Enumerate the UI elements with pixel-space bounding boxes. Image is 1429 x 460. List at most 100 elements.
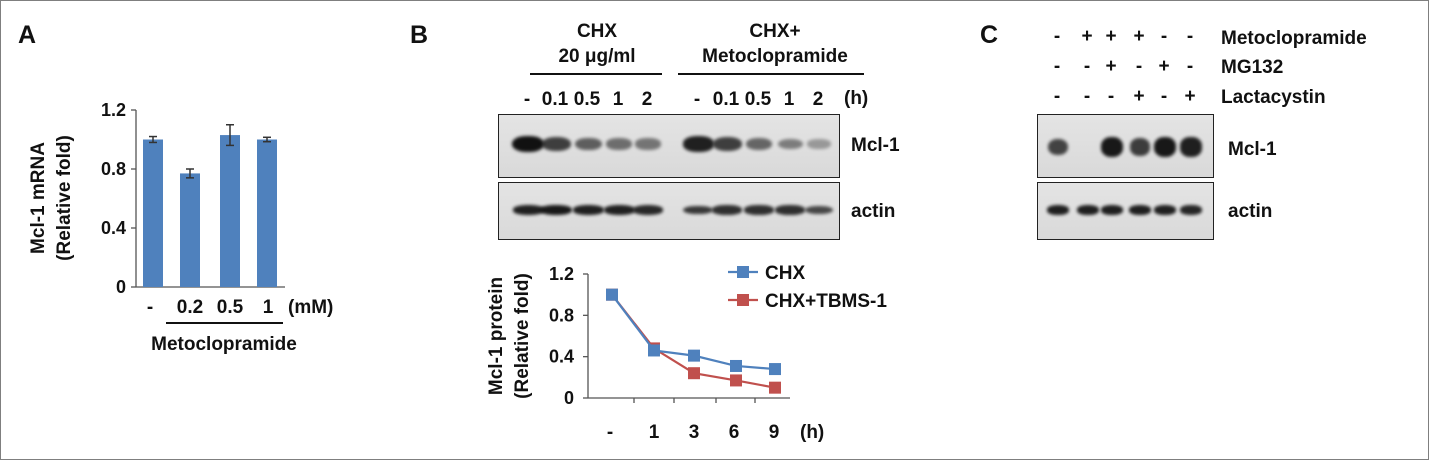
blot-c-sign: + (1105, 26, 1117, 47)
b-legend-marker (737, 266, 749, 278)
blot-c-sign: - (1053, 26, 1061, 47)
blot-c-row-label-mcl1: Mcl-1 (1228, 139, 1277, 160)
blot-c-row-label-mg132: MG132 (1221, 57, 1284, 78)
blot-b-lane-label: 0.1 (712, 89, 740, 110)
blot-c-actin-band (1180, 205, 1202, 215)
blot-b-actin-band (712, 205, 742, 215)
blot-b-group2-underline (678, 73, 864, 75)
b-y-tick-label: 0.8 (549, 305, 574, 325)
b-legend-label: CHX (765, 263, 805, 284)
b-series-marker (769, 381, 781, 394)
blot-b-actin-band (804, 205, 834, 215)
a-unit-label: (mM) (288, 297, 333, 318)
b-y-label-line2: (Relative fold) (512, 273, 533, 399)
blot-b-mcl1-band (777, 138, 803, 150)
blot-c-mcl1-band (1180, 137, 1202, 157)
b-y-tick-label: 0 (564, 388, 574, 408)
b-series-marker (769, 363, 781, 376)
b-x-tick-label: 1 (649, 422, 660, 443)
blot-b-mcl1-band (745, 137, 773, 150)
blot-b-lane-label: - (693, 89, 701, 110)
blot-b-actin-membrane (498, 182, 840, 240)
panel-a-bar-chart: 0 0.4 0.8 1.2 - 0.2 0.5 1 (mM) Metoclopramide Mcl-… (28, 100, 333, 355)
blot-c-actin-band (1154, 205, 1176, 215)
b-unit-label: (h) (800, 422, 824, 443)
a-y-label-line2: (Relative fold) (54, 135, 75, 261)
blot-b-unit: (h) (844, 88, 869, 109)
blot-b-mcl1-band (635, 138, 661, 150)
blot-b-actin-band (632, 205, 664, 215)
a-x-tick-label: 0.2 (177, 297, 203, 318)
blot-b-lane-label: 2 (812, 89, 824, 110)
blot-c-row-label-lactacystin: Lactacystin (1221, 87, 1326, 108)
a-bar (180, 173, 200, 287)
b-series-marker (688, 349, 700, 362)
blot-c-sign: - (1083, 86, 1091, 107)
b-series-marker (648, 344, 660, 357)
blot-c-sign: - (1053, 56, 1061, 77)
a-x-tick-label: 0.5 (217, 297, 244, 318)
blot-b-actin-band (744, 205, 774, 215)
blot-b-actin-band (540, 205, 572, 215)
blot-b-row-label-mcl1: Mcl-1 (851, 135, 900, 156)
b-legend-marker (737, 294, 749, 306)
blot-c-row-label-metoclopramide: Metoclopramide (1221, 28, 1367, 49)
panel-c-letter: C (980, 21, 999, 49)
blot-c-actin-band (1077, 205, 1099, 215)
a-y-label-line1: Mcl-1 mRNA (28, 142, 49, 254)
blot-b-lane-label: 0.5 (744, 89, 772, 110)
blot-c-actin-band (1047, 205, 1069, 215)
blot-b-mcl1-band (541, 137, 571, 151)
a-y-tick-label: 0.8 (101, 159, 126, 179)
blot-c-sign: + (1133, 26, 1145, 47)
panel-a-letter: A (18, 21, 37, 49)
blot-c-sign: + (1105, 56, 1117, 77)
blot-b-group1-line1: CHX (576, 21, 618, 42)
blot-b-mcl1-band (512, 136, 544, 152)
a-y-tick-label: 0 (116, 277, 126, 297)
blot-c-sign: - (1186, 26, 1194, 47)
blot-c-actin-band (1129, 205, 1151, 215)
b-series-marker (730, 374, 742, 387)
blot-c-actin-band (1101, 205, 1123, 215)
a-y-tick-label: 1.2 (101, 100, 126, 120)
b-y-tick-label: 0.4 (549, 347, 574, 367)
b-series-marker (606, 288, 618, 301)
b-x-tick-label: 6 (729, 422, 740, 443)
blot-c-sign: - (1160, 26, 1168, 47)
blot-c-mcl1-band (1101, 137, 1123, 157)
a-bar (220, 135, 240, 287)
b-y-tick-label: 1.2 (549, 264, 574, 284)
blot-b-actin-band (512, 205, 544, 215)
blot-b-actin-band (683, 205, 713, 215)
blot-b-group2-line1: CHX+ (749, 21, 801, 42)
blot-b-lane-label: - (523, 89, 531, 110)
a-x-tick-label: - (147, 297, 153, 318)
blot-c-row-label-actin: actin (1228, 201, 1273, 222)
blot-b-actin-band (572, 205, 604, 215)
blot-b-group1-line2: 20 μg/ml (558, 46, 636, 67)
b-series-marker (688, 367, 700, 380)
blot-c-sign: - (1186, 56, 1194, 77)
blot-c-sign: - (1107, 86, 1115, 107)
blot-c-sign: - (1135, 56, 1143, 77)
blot-b-group1-underline (530, 73, 662, 75)
blot-b-row-label-actin: actin (851, 201, 896, 222)
blot-c-sign: + (1158, 56, 1170, 77)
a-bar (143, 139, 163, 287)
blot-c-sign: - (1083, 56, 1091, 77)
panel-b-letter: B (410, 21, 429, 49)
blot-b-mcl1-band (807, 139, 831, 149)
blot-b-group2-line2: Metoclopramide (702, 46, 848, 67)
b-x-tick-label: 3 (689, 422, 700, 443)
blot-b-lane-label: 1 (612, 89, 624, 110)
blot-c-sign: + (1081, 26, 1093, 47)
blot-b-mcl1-band (574, 137, 602, 151)
blot-b-mcl1-membrane (498, 114, 840, 178)
blot-c-sign: - (1053, 86, 1061, 107)
blot-c-sign: - (1160, 86, 1168, 107)
b-x-tick-label: - (607, 422, 613, 443)
a-y-tick-label: 0.4 (101, 218, 126, 238)
b-series-marker (730, 359, 742, 372)
a-x-label: Metoclopramide (151, 334, 297, 355)
